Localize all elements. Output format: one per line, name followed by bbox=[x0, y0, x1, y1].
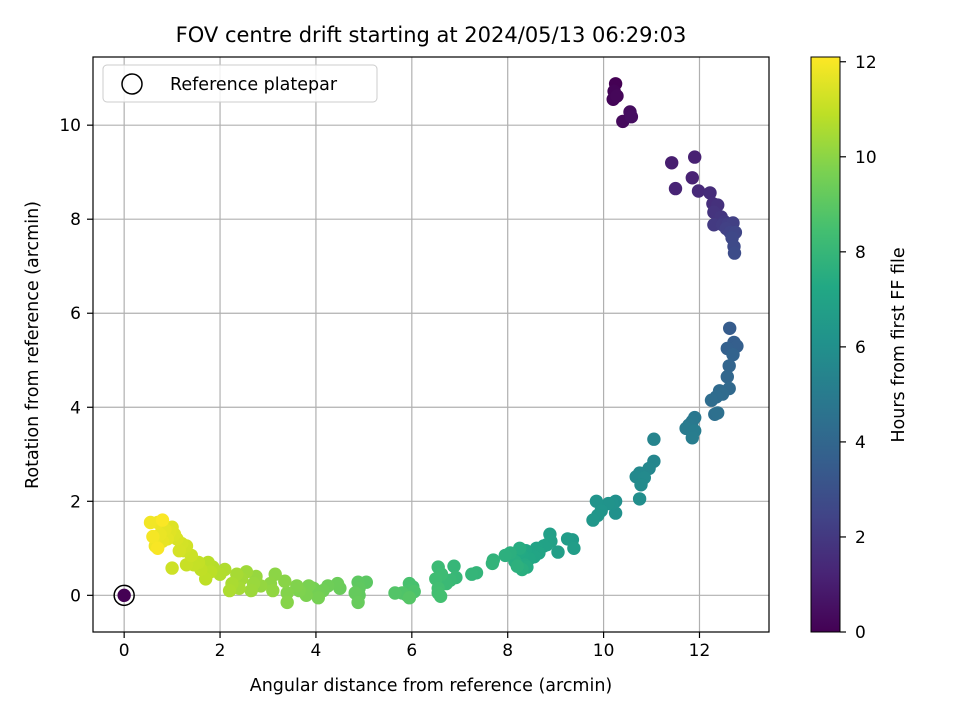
data-point bbox=[311, 591, 325, 605]
x-tick-label: 8 bbox=[502, 641, 513, 661]
x-tick-label: 2 bbox=[215, 641, 226, 661]
data-point bbox=[351, 595, 365, 610]
data-point bbox=[726, 347, 740, 362]
data-point bbox=[634, 478, 648, 492]
data-point bbox=[155, 513, 170, 527]
y-tick-label: 0 bbox=[70, 586, 81, 606]
y-tick-label: 2 bbox=[70, 492, 81, 512]
legend: Reference platepar bbox=[102, 64, 378, 103]
data-point bbox=[610, 89, 624, 103]
data-point bbox=[551, 545, 565, 559]
data-point bbox=[723, 321, 737, 335]
data-point bbox=[280, 586, 294, 600]
data-point bbox=[685, 431, 699, 445]
data-point bbox=[402, 591, 417, 605]
y-tick-label: 6 bbox=[70, 304, 81, 324]
y-tick-label: 10 bbox=[59, 116, 81, 136]
data-point bbox=[632, 492, 647, 506]
data-point bbox=[720, 370, 734, 384]
colorbar-tick-label: 8 bbox=[855, 243, 866, 263]
x-tick-label: 12 bbox=[689, 641, 711, 661]
colorbar-gradient bbox=[810, 56, 841, 633]
colorbar-ticks: 0 2 4 6 8 10 12 bbox=[840, 53, 877, 643]
colorbar-tick-label: 2 bbox=[855, 528, 866, 548]
y-ticks: 0 2 4 6 8 10 bbox=[59, 116, 93, 606]
data-point bbox=[704, 393, 719, 407]
data-point bbox=[447, 559, 461, 573]
data-point bbox=[433, 589, 448, 603]
data-point bbox=[172, 544, 186, 558]
data-point bbox=[685, 171, 699, 185]
data-point bbox=[665, 156, 679, 170]
data-point bbox=[688, 150, 702, 164]
colorbar-tick-label: 4 bbox=[855, 433, 866, 453]
data-point bbox=[151, 541, 165, 555]
x-tick-label: 0 bbox=[119, 641, 130, 661]
colorbar-tick-label: 6 bbox=[855, 338, 866, 358]
data-point bbox=[703, 186, 717, 200]
data-point bbox=[266, 583, 280, 598]
legend-entry-reference-platepar: Reference platepar bbox=[170, 75, 338, 95]
reference-point bbox=[117, 588, 131, 603]
data-point bbox=[624, 110, 639, 124]
data-point bbox=[668, 181, 683, 196]
grid bbox=[93, 57, 769, 632]
x-tick-label: 10 bbox=[593, 641, 615, 661]
x-ticks: 0 2 4 6 8 10 12 bbox=[119, 632, 711, 661]
data-point bbox=[143, 515, 158, 530]
colorbar-tick-label: 12 bbox=[855, 53, 877, 73]
data-point bbox=[510, 559, 524, 573]
data-point bbox=[711, 406, 725, 420]
colorbar-label: Hours from first FF file bbox=[889, 247, 909, 442]
data-points bbox=[143, 77, 744, 610]
data-point bbox=[586, 513, 600, 527]
x-tick-label: 6 bbox=[406, 641, 417, 661]
legend-box bbox=[102, 64, 378, 103]
plot-frame bbox=[92, 56, 770, 633]
data-point bbox=[560, 532, 575, 546]
data-point bbox=[647, 432, 661, 446]
data-point bbox=[244, 583, 258, 598]
data-point bbox=[222, 583, 237, 598]
data-point bbox=[388, 586, 402, 600]
data-point bbox=[165, 561, 179, 575]
data-point bbox=[290, 579, 304, 593]
data-point bbox=[567, 541, 581, 555]
data-point bbox=[465, 567, 479, 581]
x-axis-label: Angular distance from reference (arcmin) bbox=[250, 676, 613, 696]
data-point bbox=[146, 529, 160, 544]
data-point bbox=[280, 595, 294, 610]
colorbar: 0 2 4 6 8 10 12 Hours from first FF file bbox=[810, 53, 909, 643]
data-point bbox=[498, 548, 512, 563]
y-axis-label: Rotation from reference (arcmin) bbox=[23, 201, 43, 489]
data-point bbox=[485, 556, 500, 571]
y-tick-label: 4 bbox=[70, 398, 81, 418]
legend-marker-icon bbox=[121, 73, 143, 95]
chart-title: FOV centre drift starting at 2024/05/13 … bbox=[176, 23, 687, 47]
data-point bbox=[727, 246, 742, 260]
data-point bbox=[278, 574, 292, 588]
data-point bbox=[722, 359, 736, 373]
reference-ring bbox=[113, 584, 135, 607]
reference-marker bbox=[113, 584, 135, 607]
data-point bbox=[691, 184, 706, 198]
x-tick-label: 4 bbox=[311, 641, 322, 661]
colorbar-tick-label: 0 bbox=[855, 623, 866, 643]
y-tick-label: 8 bbox=[70, 210, 81, 230]
colorbar-tick-label: 10 bbox=[855, 148, 877, 168]
